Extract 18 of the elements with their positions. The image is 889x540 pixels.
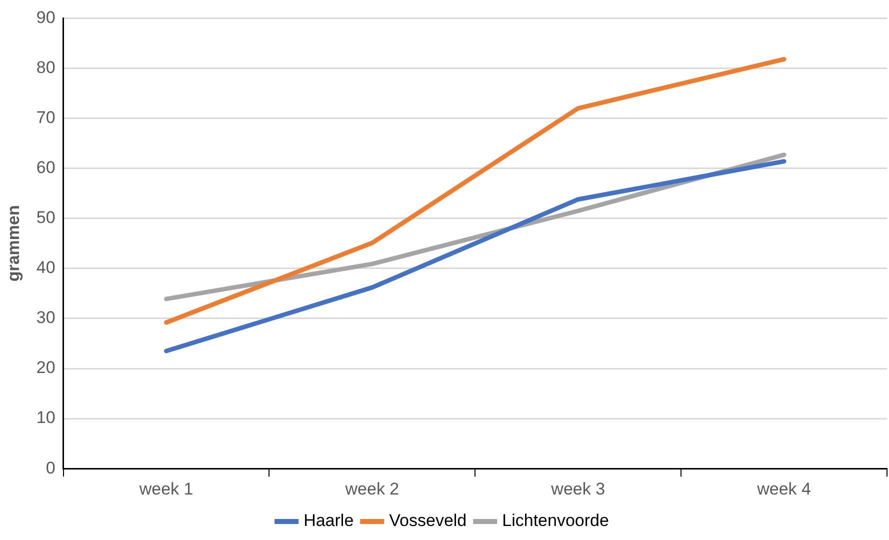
y-tick-label: 50 [36, 208, 56, 228]
y-tick-label: 70 [36, 108, 56, 127]
legend-label: Haarle [304, 511, 354, 530]
legend-label: Lichtenvoorde [502, 511, 609, 530]
y-tick-label: 20 [36, 358, 56, 378]
y-tick-label: 60 [36, 158, 56, 178]
y-tick-label: 0 [46, 458, 56, 478]
y-axis-title: grammen [4, 205, 23, 282]
x-tick-label: week 1 [138, 479, 194, 498]
y-tick-label: 90 [36, 8, 56, 27]
y-tick-label: 80 [36, 58, 56, 77]
legend-label: Vosseveld [389, 511, 467, 530]
x-tick-label: week 3 [550, 479, 606, 498]
x-tick-label: week 2 [344, 479, 400, 498]
y-tick-label: 10 [36, 408, 56, 428]
y-tick-label: 40 [36, 258, 56, 278]
y-tick-label: 30 [36, 308, 56, 328]
x-tick-label: week 4 [756, 479, 811, 498]
